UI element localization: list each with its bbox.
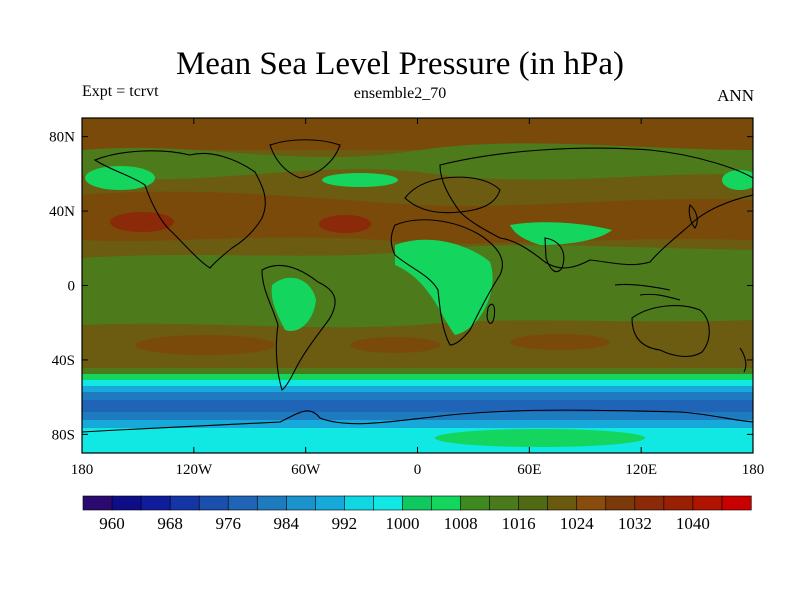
colorbar-swatch bbox=[518, 495, 549, 511]
x-tick-label: 60W bbox=[291, 462, 321, 478]
field-south-atlantic-high bbox=[350, 337, 440, 353]
colorbar: 960 968 976 984 992 1000 1008 1016 1024 1032 1040 bbox=[82, 495, 752, 533]
y-tick-label: 40N bbox=[49, 204, 75, 220]
coast-south-america bbox=[261, 265, 336, 391]
y-tick-label: 0 bbox=[68, 279, 76, 295]
colorbar-swatch bbox=[605, 495, 636, 511]
season-label: ANN bbox=[717, 86, 754, 105]
coast-madagascar bbox=[486, 303, 496, 324]
field-band-988 bbox=[82, 392, 753, 400]
colorbar-label: 992 bbox=[332, 514, 358, 533]
colorbar-label: 976 bbox=[215, 514, 241, 533]
x-tick-label: 180 bbox=[742, 462, 765, 478]
field-band-984 bbox=[82, 400, 753, 412]
field-band-996-s bbox=[82, 420, 753, 428]
field-samerica-low bbox=[271, 277, 316, 331]
field-greenland-low bbox=[85, 166, 155, 190]
x-tick-label: 120W bbox=[175, 462, 213, 478]
colorbar-swatch bbox=[111, 495, 142, 511]
colorbar-label: 1024 bbox=[560, 514, 595, 533]
x-tick-label: 60E bbox=[517, 462, 541, 478]
coast-new-zealand bbox=[739, 347, 747, 373]
field-tropics bbox=[82, 245, 753, 328]
coast-africa bbox=[390, 219, 503, 346]
y-tick-label: 40S bbox=[52, 353, 75, 369]
field-antarctic-high bbox=[435, 429, 645, 447]
experiment-label: Expt = tcrvt bbox=[82, 83, 159, 100]
colorbar-swatch bbox=[576, 495, 607, 511]
colorbar-label: 1016 bbox=[502, 514, 536, 533]
field-aleutian-low bbox=[722, 170, 753, 190]
chart-title: Mean Sea Level Pressure (in hPa) bbox=[175, 46, 625, 82]
coast-greenland bbox=[269, 139, 341, 179]
colorbar-swatch bbox=[373, 495, 404, 511]
pressure-field bbox=[82, 118, 753, 453]
field-azores-high-core bbox=[319, 215, 371, 233]
field-arctic-green bbox=[82, 143, 753, 180]
field-iceland-low bbox=[322, 173, 398, 187]
colorbar-swatch bbox=[256, 495, 287, 511]
map-ticks: 180 120W 60W 0 60E 120E 180 80N 40N 0 40S 80S bbox=[49, 118, 764, 478]
colorbar-label: 1000 bbox=[385, 514, 419, 533]
colorbar-swatch bbox=[82, 495, 113, 511]
field-pacific-high-core bbox=[110, 212, 174, 232]
coast-japan bbox=[688, 204, 698, 229]
colorbar-swatch bbox=[692, 495, 723, 511]
x-tick-label: 0 bbox=[414, 462, 422, 478]
colorbar-swatch bbox=[402, 495, 433, 511]
field-band-1004 bbox=[82, 374, 753, 380]
field-band-1008 bbox=[82, 368, 753, 374]
coast-india bbox=[544, 237, 565, 273]
x-tick-label: 180 bbox=[71, 462, 94, 478]
colorbar-label: 960 bbox=[99, 514, 125, 533]
y-tick-label: 80S bbox=[52, 427, 75, 443]
colorbar-swatch bbox=[721, 495, 752, 511]
coast-antarctica bbox=[82, 409, 753, 433]
colorbar-label: 1008 bbox=[444, 514, 478, 533]
field-indian-high bbox=[510, 334, 610, 350]
colorbar-label: 1040 bbox=[676, 514, 710, 533]
x-tick-label: 120E bbox=[625, 462, 657, 478]
coast-europe bbox=[404, 176, 501, 214]
coast-asia bbox=[439, 147, 753, 269]
colorbar-swatch bbox=[169, 495, 200, 511]
field-asia-low bbox=[510, 222, 612, 245]
ensemble-label: ensemble2_70 bbox=[353, 85, 447, 102]
colorbar-swatch bbox=[198, 495, 229, 511]
coast-australia bbox=[631, 305, 710, 358]
field-band-1000 bbox=[82, 380, 753, 386]
y-tick-label: 80N bbox=[49, 130, 75, 146]
field-south-pacific-high bbox=[135, 335, 275, 355]
coast-indonesia bbox=[614, 283, 681, 301]
colorbar-label: 968 bbox=[157, 514, 183, 533]
colorbar-swatch bbox=[489, 495, 520, 511]
colorbar-swatch bbox=[431, 495, 462, 511]
colorbar-label: 984 bbox=[274, 514, 300, 533]
colorbar-swatch bbox=[547, 495, 578, 511]
colorbar-swatch bbox=[227, 495, 258, 511]
colorbar-swatch bbox=[634, 495, 665, 511]
colorbar-swatch bbox=[315, 495, 345, 511]
colorbar-swatch bbox=[663, 495, 694, 511]
colorbar-swatch bbox=[344, 495, 375, 511]
field-africa-low bbox=[395, 239, 493, 335]
colorbar-swatch bbox=[460, 495, 491, 511]
colorbar-label: 1032 bbox=[618, 514, 652, 533]
colorbar-swatch bbox=[140, 495, 171, 511]
colorbar-swatch bbox=[286, 495, 316, 511]
field-band-996 bbox=[82, 386, 753, 392]
coast-north-america bbox=[93, 150, 266, 269]
coastlines bbox=[82, 139, 753, 433]
field-band-988-s bbox=[82, 412, 753, 420]
